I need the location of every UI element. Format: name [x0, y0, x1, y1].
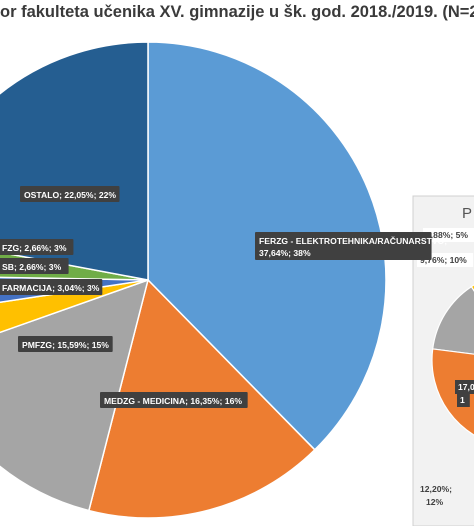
secondary-pie-label-box [457, 393, 470, 407]
pie-label-ferzg-elektrotehnika-racunarstvo: FERZG - ELEKTROTEHNIKA/RAČUNARSTVO; 37,64… [255, 232, 447, 260]
pie-label-text: MEDZG - MEDICINA; 16,35%; 16% [104, 396, 242, 406]
chart-title: or fakulteta učenika XV. gimnazije u šk.… [0, 3, 474, 21]
secondary-pie-slices [431, 284, 474, 436]
pie-label-ostalo: OSTALO; 22,05%; 22% [20, 186, 120, 202]
secondary-chart-title: P [462, 205, 472, 222]
pie-label-box [255, 232, 432, 260]
secondary-pie-slice [431, 348, 474, 436]
secondary-pie-label-text: 12% [426, 497, 444, 507]
pie-label-text: FZG; 2,66%; 3% [2, 243, 67, 253]
pie-label-text: OSTALO; 22,05%; 22% [24, 190, 116, 200]
pie-label-medzg-medicina: MEDZG - MEDICINA; 16,35%; 16% [100, 392, 248, 408]
pie-label-box [18, 336, 113, 352]
pie-label-box [0, 279, 103, 295]
pie-label-text: PMFZG; 15,59%; 15% [22, 340, 109, 350]
pie-label-fzg: FZG; 2,66%; 3% [0, 239, 74, 255]
secondary-pie-label-text: 9,76%; 10% [420, 255, 467, 265]
secondary-pie-label-text: 17,0 [458, 382, 474, 392]
pie-slice-farmacija [0, 279, 149, 334]
pie-label-farmacija: FARMACIJA; 3,04%; 3% [0, 279, 103, 295]
pie-label-sb: SB; 2,66%; 3% [0, 258, 69, 274]
secondary-pie-label: 1 [457, 393, 470, 407]
pie-label-text: FERZG - ELEKTROTEHNIKA/RAČUNARSTVO; 37,64… [259, 235, 447, 258]
main-pie-labels: FERZG - ELEKTROTEHNIKA/RAČUNARSTVO; 37,64… [0, 186, 447, 408]
secondary-pie-label: 4,88%; 5% [423, 228, 474, 242]
pie-slice-ostalo [0, 41, 149, 281]
pie-label-box [20, 186, 120, 202]
secondary-pie-label: 12,20%; [420, 484, 452, 494]
pie-label-text: FARMACIJA; 3,04%; 3% [2, 283, 100, 293]
pie-label-box [100, 392, 248, 408]
secondary-pie-labels: 4,88%; 5% 9,76%; 10% 17,0 1 12,20%; 12% [417, 228, 474, 507]
secondary-pie-slice [432, 285, 474, 355]
secondary-pie-label: 12% [426, 497, 444, 507]
pie-label-box [0, 239, 74, 255]
secondary-pie-label: 17,0 [455, 380, 474, 394]
secondary-pie-label-text: 12,20%; [420, 484, 452, 494]
pie-label-pmfzg: PMFZG; 15,59%; 15% [18, 336, 113, 352]
secondary-pie-label-box [423, 228, 474, 242]
secondary-pie-label-text: 4,88%; 5% [426, 230, 468, 240]
secondary-pie-label-box [455, 380, 474, 394]
pie-label-text: SB; 2,66%; 3% [2, 262, 62, 272]
pie-label-box [0, 258, 69, 274]
secondary-pie-label-text: 1 [460, 395, 465, 405]
